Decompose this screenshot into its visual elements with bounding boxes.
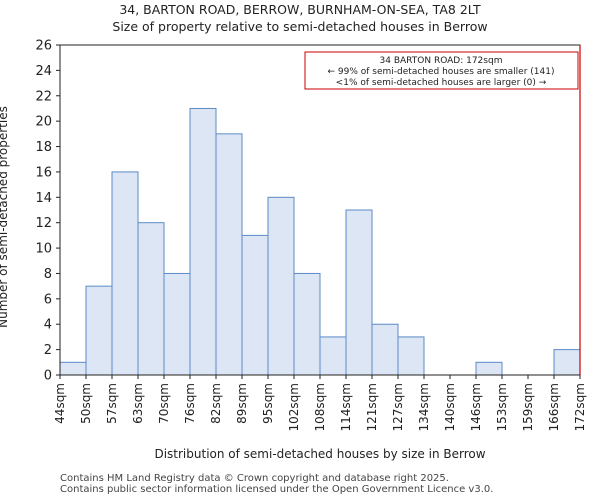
- y-tick-label: 24: [35, 64, 52, 79]
- x-tick-label: 50sqm: [79, 383, 93, 424]
- y-tick-label: 4: [44, 318, 52, 333]
- bar-50sqm: [85, 285, 113, 376]
- chart-subtitle: Size of property relative to semi-detach…: [112, 19, 488, 34]
- x-tick-label: 89sqm: [235, 383, 249, 424]
- bar-146sqm: [475, 361, 503, 376]
- x-tick-label: 121sqm: [365, 383, 379, 431]
- x-tick-label: 134sqm: [417, 383, 431, 431]
- x-axis: 44sqm 50sqm 57sqm 63sqm 70sqm 76sqm 82sqm 89sqm…: [53, 375, 587, 431]
- bar-102sqm: [293, 272, 321, 376]
- x-tick-label: 127sqm: [391, 383, 405, 431]
- x-tick-label: 140sqm: [443, 383, 457, 431]
- y-tick-label: 0: [44, 369, 52, 384]
- footer-line-2: Contains public sector information licen…: [60, 484, 494, 495]
- x-tick-label: 172sqm: [573, 383, 587, 431]
- x-axis-label: Distribution of semi-detached houses by …: [154, 447, 485, 461]
- footer-line-1: Contains HM Land Registry data © Crown c…: [60, 473, 449, 484]
- x-tick-label: 159sqm: [521, 383, 535, 431]
- bar-121sqm: [371, 323, 399, 376]
- y-tick-label: 26: [35, 39, 52, 54]
- x-tick-label: 114sqm: [339, 383, 353, 431]
- bar-95sqm: [267, 196, 295, 376]
- y-tick-label: 14: [35, 191, 52, 206]
- bar-108sqm: [319, 336, 347, 376]
- bar-70sqm: [163, 272, 191, 376]
- y-tick-label: 6: [44, 292, 52, 307]
- bar-76sqm: [189, 107, 217, 376]
- bar-57sqm: [111, 171, 139, 376]
- annotation-line-1: 34 BARTON ROAD: 172sqm: [380, 56, 503, 66]
- y-tick-label: 10: [35, 242, 52, 257]
- x-tick-label: 44sqm: [53, 383, 67, 424]
- annotation-line-3: <1% of semi-detached houses are larger (…: [336, 78, 547, 88]
- bar-127sqm: [397, 336, 425, 376]
- x-tick-label: 102sqm: [287, 383, 301, 431]
- chart-title: 34, BARTON ROAD, BERROW, BURNHAM-ON-SEA,…: [119, 2, 481, 17]
- x-tick-label: 108sqm: [313, 383, 327, 431]
- x-tick-label: 153sqm: [495, 383, 509, 431]
- y-tick-label: 2: [44, 343, 52, 358]
- x-tick-label: 95sqm: [261, 383, 275, 424]
- x-tick-label: 166sqm: [547, 383, 561, 431]
- bar-63sqm: [137, 222, 165, 376]
- x-tick-label: 76sqm: [183, 383, 197, 424]
- bar-89sqm: [241, 234, 269, 376]
- bar-166sqm: [553, 349, 581, 376]
- annotation-box: [304, 51, 579, 90]
- x-tick-label: 70sqm: [157, 383, 171, 424]
- y-tick-label: 16: [35, 165, 52, 180]
- bar-44sqm: [59, 361, 87, 376]
- y-axis-label: Number of semi-detached properties: [0, 106, 10, 328]
- y-tick-label: 8: [44, 267, 52, 282]
- x-tick-label: 57sqm: [105, 383, 119, 424]
- annotation-line-2: ← 99% of semi-detached houses are smalle…: [328, 67, 555, 77]
- x-tick-label: 63sqm: [131, 383, 145, 424]
- y-tick-label: 20: [35, 115, 52, 130]
- x-tick-label: 146sqm: [469, 383, 483, 431]
- x-tick-label: 82sqm: [209, 383, 223, 424]
- bars-group: [59, 107, 581, 376]
- y-tick-label: 18: [35, 140, 52, 155]
- bar-114sqm: [345, 209, 373, 376]
- y-tick-label: 12: [35, 216, 52, 231]
- y-tick-label: 22: [35, 89, 52, 104]
- bar-82sqm: [215, 133, 243, 376]
